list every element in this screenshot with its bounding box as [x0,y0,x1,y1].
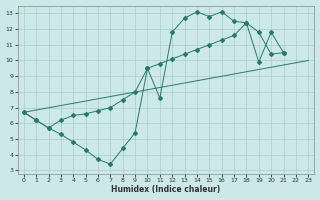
X-axis label: Humidex (Indice chaleur): Humidex (Indice chaleur) [111,185,221,194]
